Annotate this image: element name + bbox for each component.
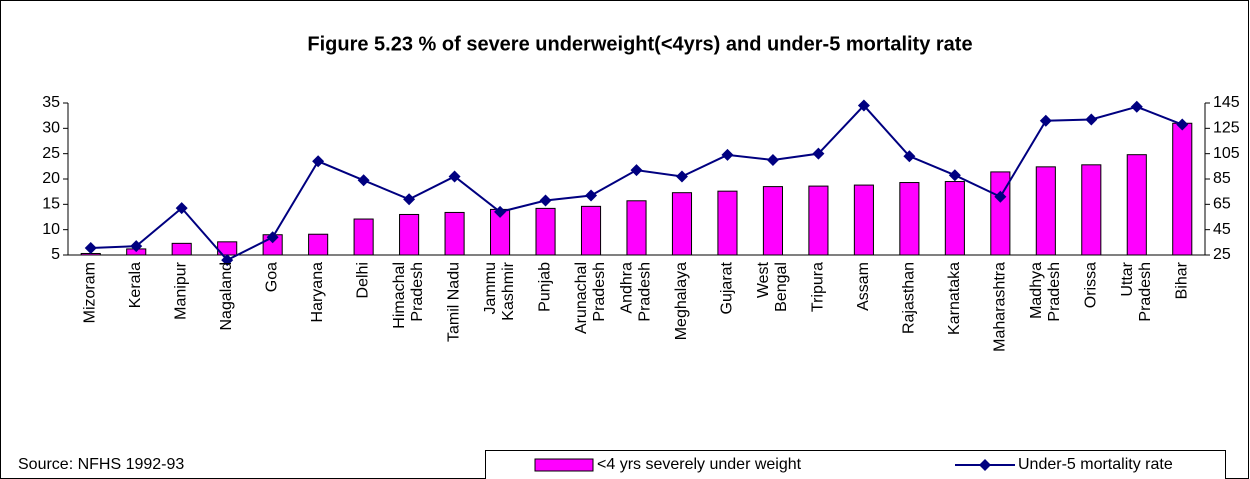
x-tick-label: AndhraPradesh [619,262,654,322]
y2-tick-label: 125 [1213,120,1240,137]
marker [948,169,961,182]
x-tick-label: Haryana [309,262,326,323]
bar [853,184,874,256]
x-tick-label: Manipur [173,261,190,319]
bar [580,205,602,256]
x-tick-label: Mizoram [82,262,99,323]
x-tick-label: Goa [264,262,281,292]
y-tick-label: 5 [51,246,60,263]
x-tick-label: Tripura [810,262,827,312]
marker [1039,114,1052,127]
bar [762,186,783,256]
marker [630,164,643,177]
marker [84,242,97,255]
y-tick-label: 25 [42,145,60,162]
marker [130,240,143,253]
y2-tick-label: 85 [1213,170,1231,187]
x-tick-label: Delhi [355,262,372,298]
bar [1126,154,1147,256]
x-tick-label: WestBengal [755,261,790,311]
bar [671,192,693,256]
legend-box [485,450,1226,479]
legend-label: <4 yrs severely under weight [597,456,802,473]
y2-tick-label: 25 [1213,246,1231,263]
bar [1035,166,1056,256]
marker [221,254,234,267]
bar [399,213,420,256]
x-tick-label: Maharashtra [992,262,1009,352]
x-tick-label: UttarPradesh [1119,261,1154,321]
legend-label: Under-5 mortality rate [1018,456,1173,473]
marker [448,170,461,183]
bar [717,190,738,256]
marker [1176,118,1189,131]
legend-marker [979,459,991,471]
bar [1172,122,1193,256]
marker [994,190,1007,203]
marker [266,231,279,244]
marker [903,150,916,163]
bar [990,171,1011,256]
bar [899,182,920,256]
marker [539,194,552,207]
marker [357,174,370,187]
y-tick-label: 35 [42,94,60,111]
y-tick-label: 15 [42,196,60,213]
bar [353,218,374,256]
x-tick-label: MadhyaPradesh [1028,262,1063,322]
x-tick-label: Meghalaya [673,262,690,340]
marker [175,202,188,215]
x-tick-label: Punjab [537,262,554,312]
x-tick-label: Karnataka [946,262,963,335]
marker [675,170,688,183]
marker [812,147,825,160]
y-tick-label: 30 [42,120,60,137]
legend-swatch [534,458,594,472]
bar [171,242,192,256]
x-tick-label: Rajasthan [901,262,918,334]
x-tick-label: Orissa [1083,262,1100,308]
bar [944,181,965,256]
bar [535,207,556,256]
bar [1081,164,1102,256]
y2-tick-label: 65 [1213,196,1231,213]
marker [1085,113,1098,126]
y-tick-label: 20 [42,170,60,187]
marker [1130,100,1143,113]
source-note: Source: NFHS 1992-93 [18,456,184,473]
bar [308,233,329,256]
bar [444,211,465,256]
x-tick-label: ArunachalPradesh [573,262,608,334]
y2-tick-label: 105 [1213,145,1240,162]
y2-tick-label: 145 [1213,94,1240,111]
x-tick-label: Bihar [1173,261,1190,299]
marker [585,189,598,202]
x-tick-label: JammuKashmir [482,261,517,320]
x-tick-label: Assam [855,262,872,311]
y-tick-label: 10 [42,221,60,238]
y2-tick-label: 45 [1213,221,1231,238]
bar [808,185,829,256]
marker [766,154,779,166]
x-tick-label: Tamil Nadu [446,262,463,342]
marker [312,155,325,168]
chart-title: Figure 5.23 % of severe underweight(<4yr… [307,33,972,55]
x-tick-label: Gujarat [719,261,736,314]
x-tick-label: Kerala [127,262,144,308]
marker [857,99,870,112]
marker [403,193,416,206]
x-tick-label: HimachalPradesh [391,262,426,329]
x-tick-label: Nagaland [218,262,235,331]
marker [494,205,507,218]
marker [721,148,734,161]
bar [626,200,647,256]
